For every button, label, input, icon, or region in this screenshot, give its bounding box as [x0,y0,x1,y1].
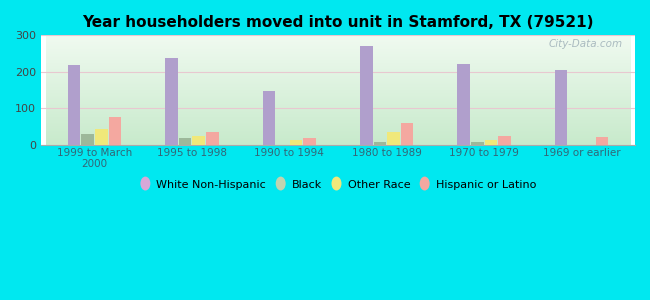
Bar [68,64,81,145]
Bar [360,46,372,145]
Bar [290,140,302,145]
Title: Year householders moved into unit in Stamford, TX (79521): Year householders moved into unit in Sta… [83,15,593,30]
Bar [595,137,608,145]
Bar [109,116,122,145]
Legend: White Non-Hispanic, Black, Other Race, Hispanic or Latino: White Non-Hispanic, Black, Other Race, H… [135,175,541,194]
Bar [192,136,205,145]
Bar [263,91,275,145]
Bar [498,136,511,145]
Bar [179,139,192,145]
Bar [165,58,178,145]
Bar [471,142,484,145]
Bar [81,134,94,145]
Bar [387,131,400,145]
Bar [401,123,413,145]
Bar [458,64,470,145]
Bar [304,138,316,145]
Bar [554,70,567,145]
Text: City-Data.com: City-Data.com [549,39,623,49]
Bar [374,142,386,145]
Bar [95,129,108,145]
Bar [206,132,218,145]
Bar [484,140,497,145]
